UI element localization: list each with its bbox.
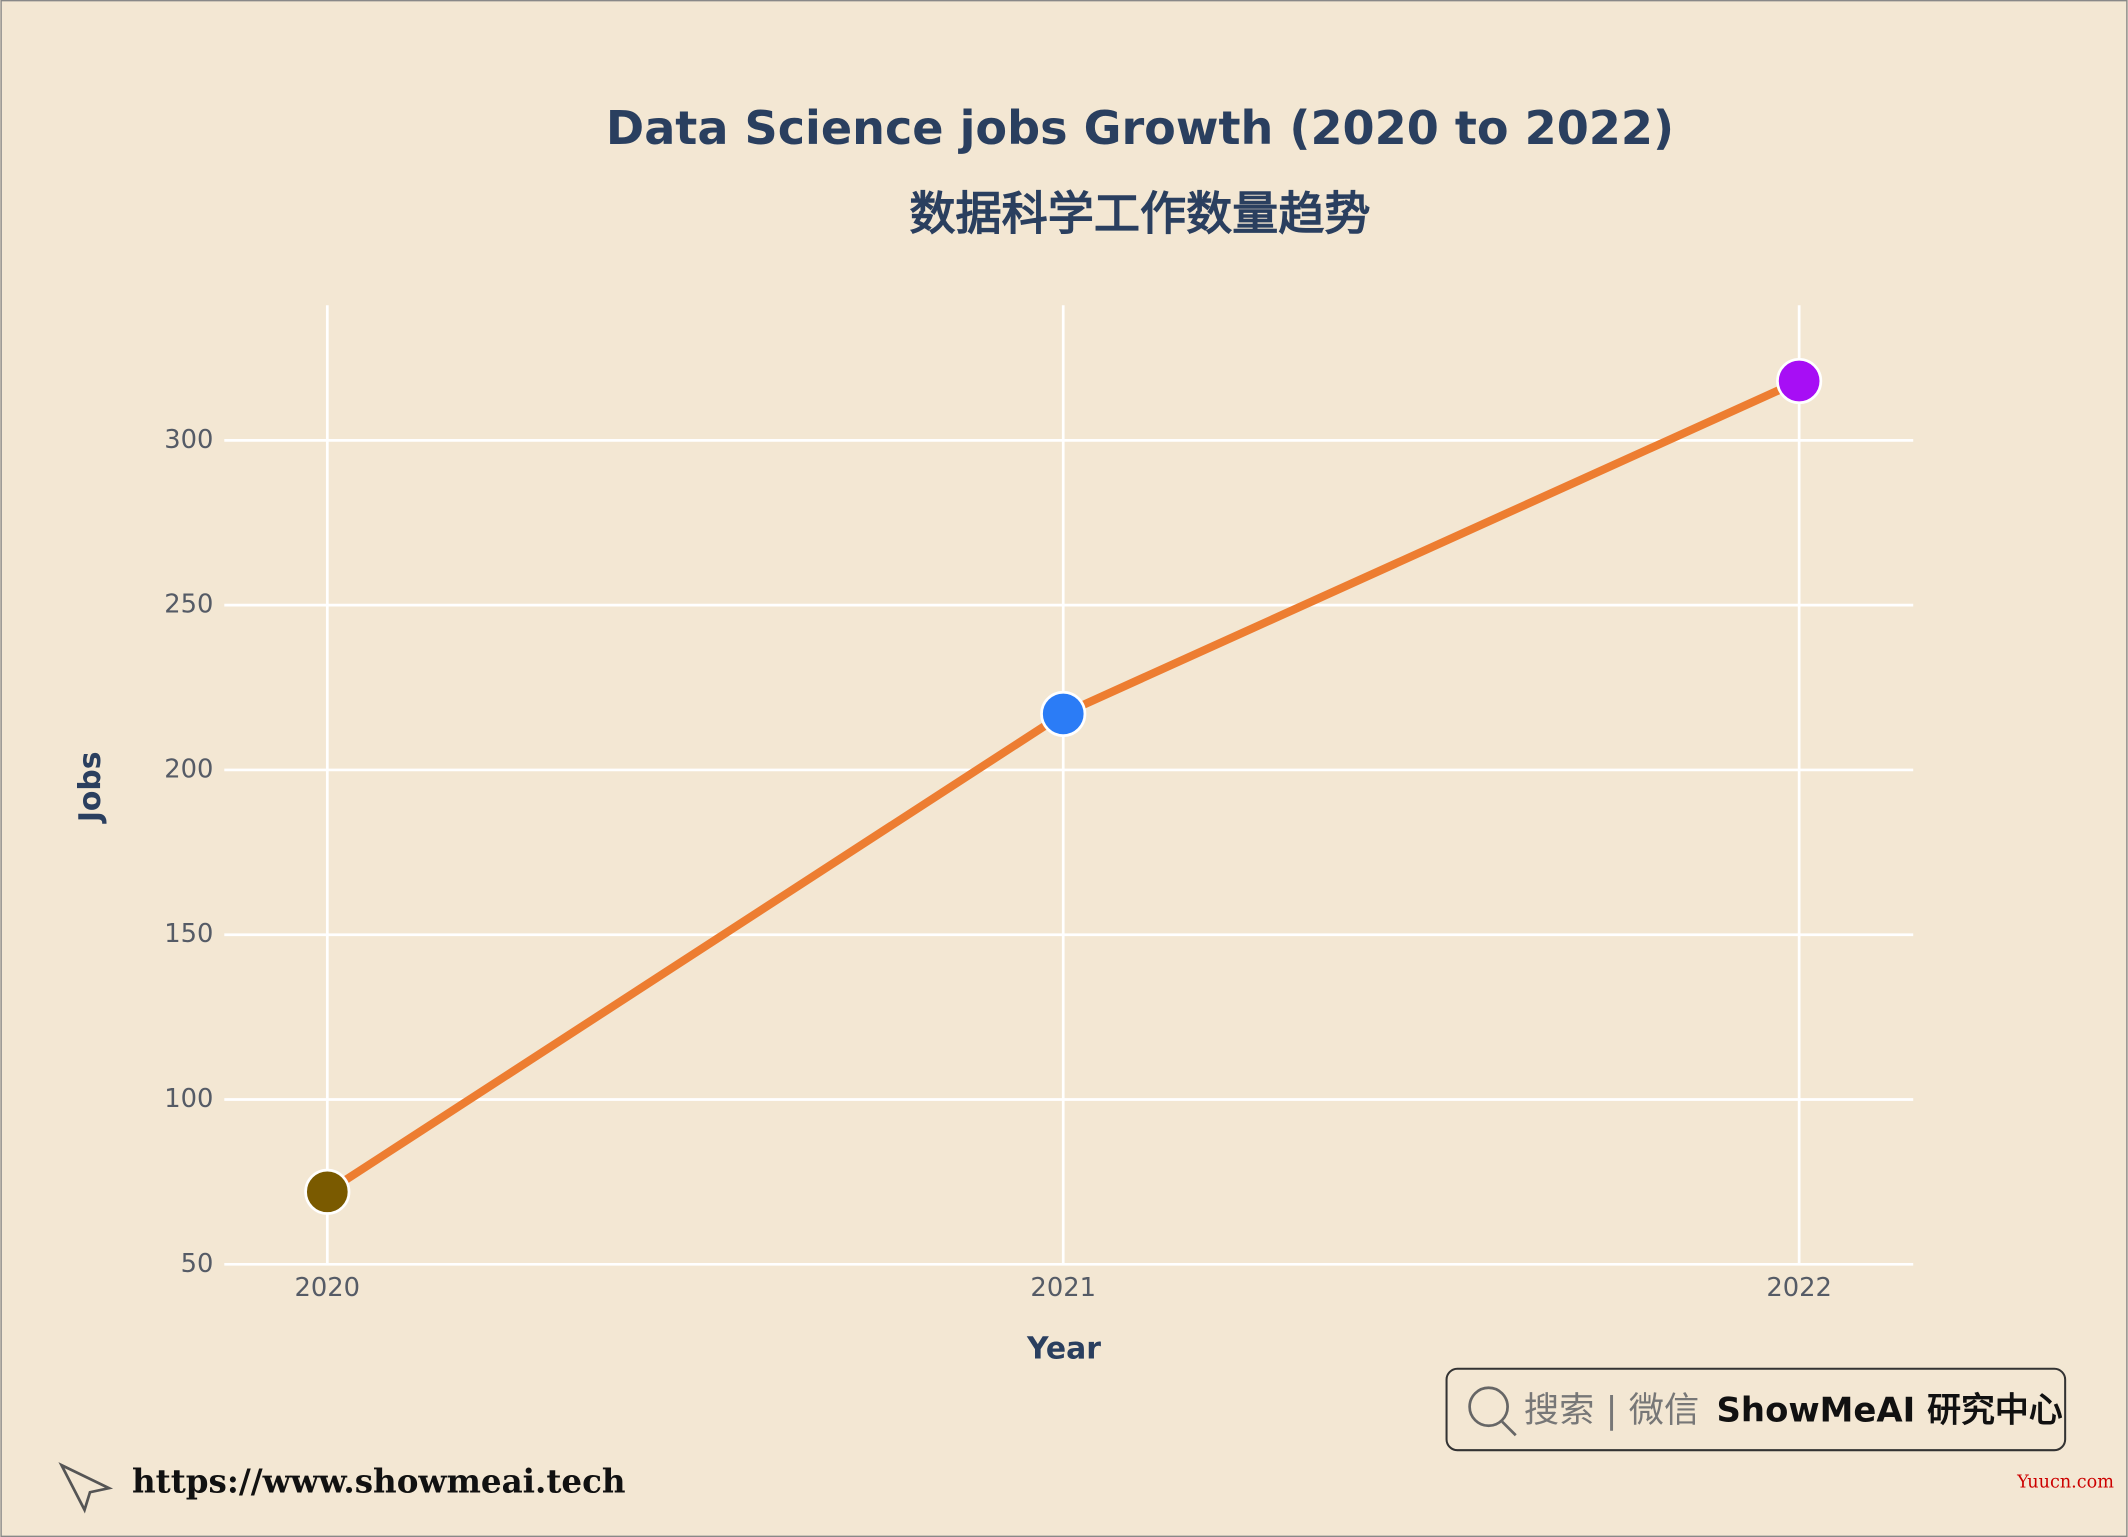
footer-source: Yuucn.com bbox=[2016, 1473, 2114, 1493]
x-tick-label: 2022 bbox=[1766, 1273, 1832, 1303]
x-axis-label: Year bbox=[1026, 1331, 1101, 1366]
marker bbox=[1040, 690, 1087, 737]
x-tick-label: 2021 bbox=[1030, 1273, 1096, 1303]
marker bbox=[304, 1168, 351, 1215]
y-tick-label: 100 bbox=[164, 1084, 213, 1114]
y-tick-label: 300 bbox=[164, 425, 213, 455]
chart-subtitle: 数据科学工作数量趋势 bbox=[909, 187, 1370, 241]
footer-url: https://www.showmeai.tech bbox=[132, 1462, 626, 1501]
y-tick-label: 200 bbox=[164, 754, 213, 784]
x-tick-label: 2020 bbox=[295, 1273, 361, 1303]
marker bbox=[1776, 357, 1823, 405]
watermark-box bbox=[1445, 1367, 2067, 1452]
watermark-search: 搜索 | 微信 bbox=[1524, 1390, 1699, 1431]
watermark-brand: ShowMeAI 研究中心 bbox=[1717, 1391, 2063, 1430]
cursor-icon bbox=[58, 1462, 114, 1514]
y-tick-label: 50 bbox=[181, 1249, 214, 1279]
y-tick-label: 150 bbox=[164, 919, 213, 949]
search-icon-handle bbox=[1501, 1420, 1517, 1437]
y-tick-label: 250 bbox=[164, 590, 213, 620]
y-axis-label: Jobs bbox=[73, 751, 108, 824]
search-icon bbox=[1468, 1386, 1509, 1428]
chart-title: Data Science jobs Growth (2020 to 2022) bbox=[606, 101, 1674, 155]
